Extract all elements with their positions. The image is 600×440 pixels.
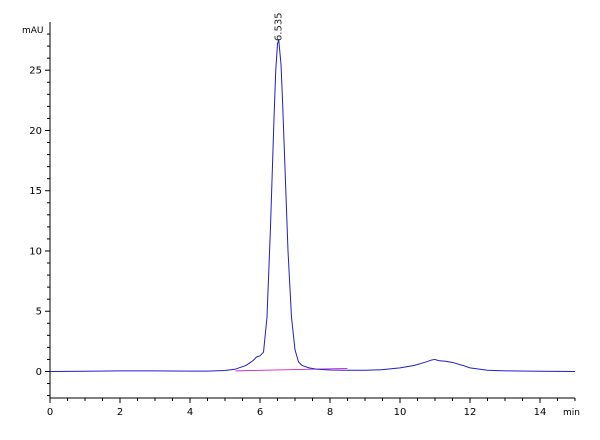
peak-retention-time-label: 6.535 <box>274 12 285 41</box>
x-tick-label: 10 <box>394 407 407 418</box>
axes <box>49 22 575 399</box>
x-tick-label: 0 <box>47 407 53 418</box>
y-axis-unit-label: mAU <box>22 26 44 36</box>
x-axis-unit-label: min <box>563 408 580 418</box>
x-tick-label: 8 <box>327 407 333 418</box>
signal-trace-line <box>49 39 576 372</box>
y-tick-label: 15 <box>29 186 42 197</box>
x-tick-label: 12 <box>464 407 477 418</box>
y-tick-label: 10 <box>29 246 42 257</box>
series-layer <box>49 39 576 372</box>
x-tick-label: 2 <box>117 407 123 418</box>
annotations: 6.535 <box>274 12 285 41</box>
y-tick-label: 0 <box>36 367 42 378</box>
x-tick-label: 4 <box>187 407 193 418</box>
y-tick-label: 25 <box>29 66 42 77</box>
ticks: 0 2 4 6 8 10 12 14 0 5 10 15 20 25 <box>29 33 576 418</box>
x-tick-label: 14 <box>534 407 547 418</box>
integration-baseline-line <box>235 368 348 372</box>
x-tick-label: 6 <box>257 407 263 418</box>
y-tick-label: 5 <box>36 307 42 318</box>
y-tick-label: 20 <box>29 126 42 137</box>
